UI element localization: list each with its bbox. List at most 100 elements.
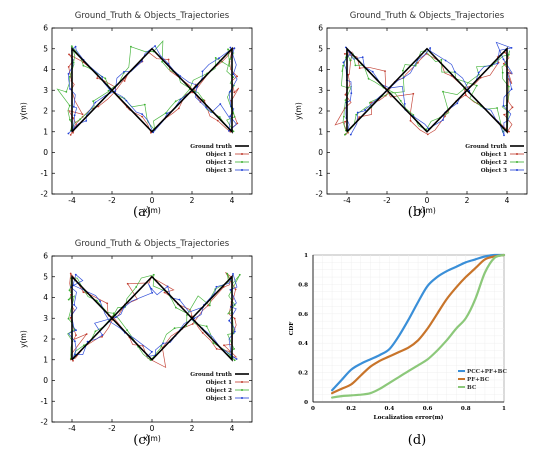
series-point-3	[453, 70, 456, 73]
series-point-1	[233, 91, 236, 94]
y-tick-label: 0	[43, 376, 48, 385]
series-point-3	[67, 132, 70, 135]
series-point-3	[205, 106, 208, 109]
series-point-3	[361, 56, 364, 59]
series-point-1	[191, 323, 194, 325]
series-point-3	[219, 103, 222, 105]
panel-b: Ground_Truth & Objects_Trajectories -4 -2 0…	[275, 0, 550, 228]
series-point-3	[101, 76, 103, 78]
legend-label: Ground truth	[465, 144, 507, 150]
y-axis-label: CDF	[289, 321, 295, 336]
series-point-3	[166, 112, 168, 115]
series-point-2	[238, 273, 241, 276]
series-point-3	[125, 99, 128, 102]
y-tick-label: 1	[43, 355, 48, 364]
series-point-2	[354, 64, 357, 67]
series-point-1	[150, 131, 152, 134]
trajectory-chart: Ground_Truth & Objects_Trajectories -4 -2 0…	[19, 11, 253, 215]
chart-title: Ground_Truth & Objects_Trajectories	[350, 11, 505, 21]
y-tick-label: 3	[43, 314, 48, 323]
series-point-3	[72, 105, 75, 108]
x-tick-label: -2	[108, 424, 116, 433]
legend-label: Object 1	[206, 380, 232, 386]
series-point-3	[456, 102, 459, 105]
legend-label: Ground truth	[190, 144, 232, 150]
series-point-1	[216, 119, 219, 122]
series-point-1	[96, 77, 99, 80]
series-point-2	[94, 330, 97, 333]
y-tick-label: 5	[43, 272, 48, 281]
series-point-1	[236, 75, 239, 78]
series-point-3	[215, 285, 218, 288]
series-point-1	[503, 113, 506, 116]
series-point-1	[444, 115, 446, 118]
series-point-2	[475, 84, 478, 87]
series-point-3	[232, 273, 234, 275]
series-point-2	[175, 306, 177, 309]
series-point-2	[65, 91, 68, 93]
series-point-1	[85, 333, 88, 335]
series-point-1	[215, 348, 218, 350]
series-point-3	[73, 303, 75, 306]
panel-label-c: (c)	[133, 433, 151, 448]
x-tick-label: 2	[190, 424, 195, 433]
series-point-2	[70, 45, 73, 47]
x-tick-label: 1	[502, 406, 506, 412]
y-tick-label: -1	[41, 397, 49, 406]
series-point-3	[403, 103, 406, 105]
legend-label: Object 1	[206, 152, 232, 158]
series-point-1	[417, 61, 419, 64]
y-tick-label: 4	[318, 65, 323, 74]
series-point-3	[229, 90, 231, 93]
series-point-3	[342, 61, 345, 64]
series-point-3	[229, 46, 232, 49]
series-point-2	[218, 116, 221, 118]
series-point-2	[507, 53, 510, 56]
series-point-1	[412, 92, 415, 95]
series-point-3	[228, 319, 231, 322]
series-point-2	[173, 327, 176, 330]
series-point-2	[208, 304, 211, 307]
legend-marker	[241, 381, 243, 383]
series-point-1	[75, 334, 77, 336]
series-point-3	[477, 71, 480, 74]
x-axis-label: x(m)	[143, 206, 161, 215]
series-point-2	[68, 289, 71, 292]
series-point-3	[94, 101, 97, 104]
legend-marker	[241, 169, 243, 171]
series-point-3	[429, 47, 432, 49]
series-point-1	[358, 67, 361, 69]
series-point-2	[414, 64, 417, 67]
series-point-3	[229, 288, 232, 291]
plot-frame	[51, 255, 253, 423]
series-point-2	[83, 344, 85, 347]
series-point-3	[178, 298, 181, 301]
series-point-3	[74, 340, 76, 343]
series-point-1	[106, 302, 109, 305]
y-tick-label: 2	[318, 107, 323, 116]
series-point-3	[228, 130, 230, 132]
series-point-2	[152, 273, 155, 276]
series-point-2	[227, 48, 229, 51]
series-point-3	[229, 115, 232, 118]
series-point-2	[233, 359, 236, 362]
legend-label: Object 1	[481, 152, 507, 158]
y-tick-label: 5	[43, 44, 48, 53]
x-tick-label: 4	[230, 424, 235, 433]
series-point-2	[160, 345, 163, 347]
y-tick-label: 6	[43, 24, 48, 33]
y-tick-label: -2	[41, 190, 49, 199]
series-point-3	[349, 133, 352, 136]
series-point-3	[73, 114, 76, 117]
series-point-3	[496, 62, 499, 65]
series-point-3	[123, 70, 125, 73]
y-tick-label: 6	[43, 252, 48, 261]
series-point-2	[205, 325, 208, 328]
series-point-3	[150, 288, 153, 290]
series-point-2	[344, 99, 347, 101]
series-point-3	[510, 88, 513, 91]
series-point-3	[114, 90, 117, 92]
y-tick-label: 0	[43, 148, 48, 157]
series-point-2	[496, 107, 498, 109]
